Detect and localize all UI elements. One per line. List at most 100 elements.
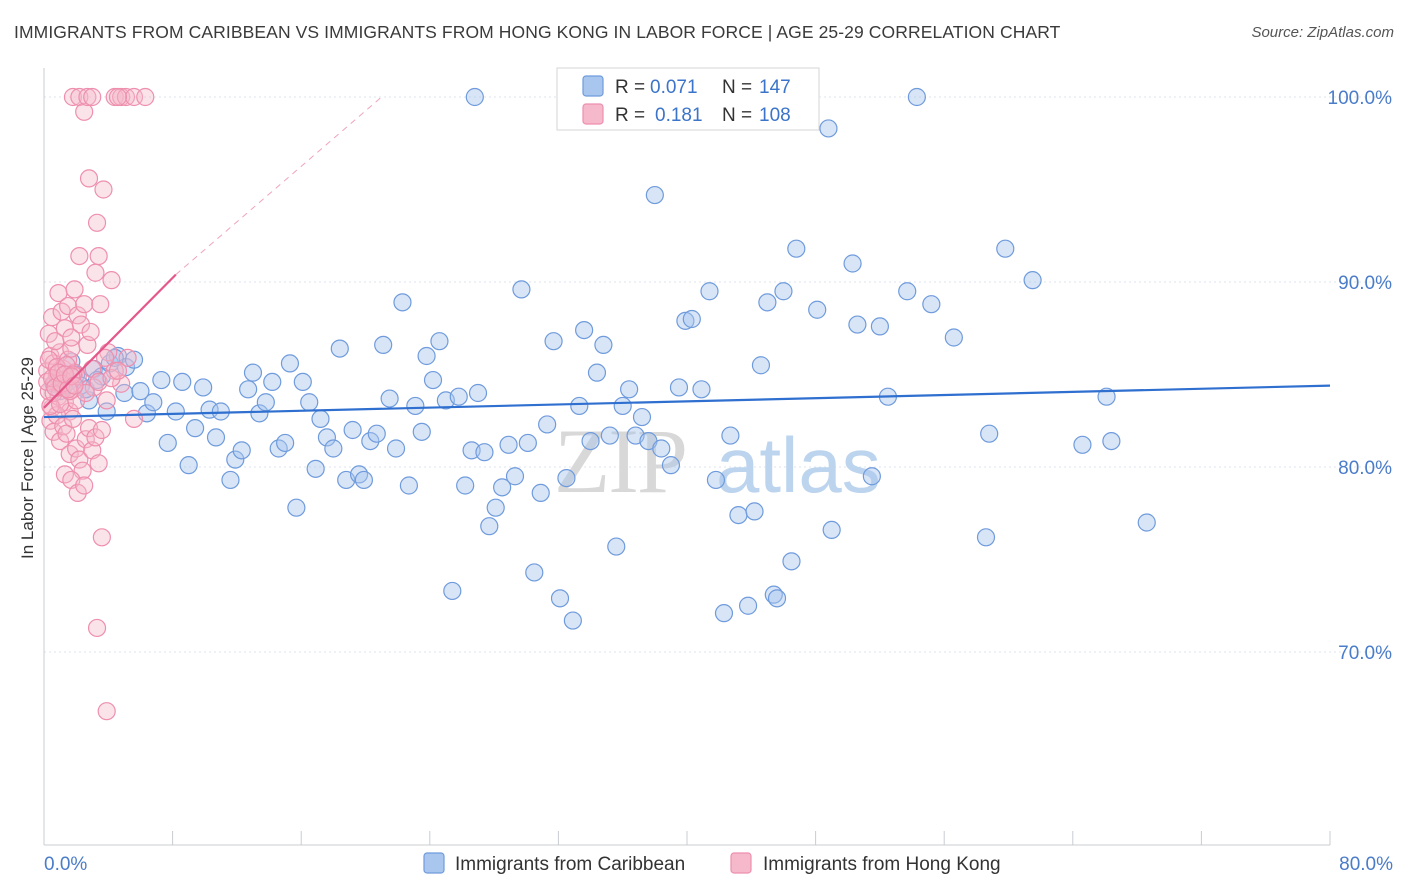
y-tick-label-80: 80.0% <box>1338 458 1392 479</box>
bottom-legend-label-hongkong: Immigrants from Hong Kong <box>763 854 1001 875</box>
bottom-legend-swatch-blue <box>423 852 445 874</box>
point-caribbean <box>486 498 505 517</box>
point-caribbean <box>976 528 996 547</box>
point-caribbean <box>449 387 468 406</box>
stats-r-label-2: R = <box>615 105 645 126</box>
point-caribbean <box>173 372 192 391</box>
point-hongkong <box>78 87 97 107</box>
point-hongkong <box>75 295 94 314</box>
point-caribbean <box>758 293 777 312</box>
point-hongkong <box>87 213 107 232</box>
point-hongkong <box>89 247 108 266</box>
point-caribbean <box>221 470 240 490</box>
point-caribbean <box>575 321 594 340</box>
point-caribbean <box>456 476 475 495</box>
point-caribbean <box>152 370 171 390</box>
point-caribbean <box>423 370 443 390</box>
point-caribbean <box>374 335 393 354</box>
point-caribbean <box>538 415 557 434</box>
point-hongkong <box>70 247 89 266</box>
point-caribbean <box>692 380 711 399</box>
point-hongkong <box>70 450 89 469</box>
series-caribbean-points <box>44 87 1156 630</box>
stats-legend: R = 0.071 N = 147 R = 0.181 N = 108 <box>556 67 820 131</box>
point-caribbean <box>587 363 607 382</box>
chart-title: IMMIGRANTS FROM CARIBBEAN VS IMMIGRANTS … <box>14 22 1061 42</box>
point-caribbean <box>386 439 406 458</box>
axes <box>43 68 1331 846</box>
point-caribbean <box>782 552 801 571</box>
point-caribbean <box>232 441 251 460</box>
stats-legend-swatch-pink <box>582 103 604 125</box>
point-caribbean <box>499 435 518 454</box>
point-caribbean <box>907 87 926 107</box>
point-caribbean <box>819 119 838 138</box>
point-caribbean <box>256 393 275 412</box>
chart-source: Source: ZipAtlas.com <box>1251 24 1394 41</box>
point-caribbean <box>525 563 544 582</box>
point-caribbean <box>468 383 488 403</box>
point-caribbean <box>645 185 664 205</box>
point-caribbean <box>870 317 890 336</box>
point-hongkong <box>108 87 128 107</box>
point-caribbean <box>843 254 862 273</box>
point-caribbean <box>226 450 245 469</box>
point-caribbean <box>544 332 563 351</box>
stats-legend-swatch-blue <box>582 75 604 97</box>
point-caribbean <box>594 335 613 354</box>
bottom-legend-label-caribbean: Immigrants from Caribbean <box>455 854 685 875</box>
point-hongkong <box>124 409 144 428</box>
point-caribbean <box>300 393 319 412</box>
y-tick-label-90: 90.0% <box>1338 273 1392 294</box>
point-caribbean <box>706 470 726 490</box>
point-caribbean <box>557 469 576 488</box>
point-caribbean <box>652 439 671 458</box>
point-caribbean <box>144 393 163 412</box>
point-caribbean <box>412 422 431 441</box>
watermark-atlas: atlas <box>716 421 881 509</box>
point-caribbean <box>131 382 150 401</box>
point-hongkong <box>67 439 86 458</box>
point-hongkong <box>59 296 78 316</box>
point-caribbean <box>380 389 399 408</box>
point-caribbean <box>550 589 570 608</box>
point-hongkong <box>81 322 100 342</box>
point-hongkong <box>83 87 102 107</box>
stats-n-label-2: N = <box>722 105 752 126</box>
point-caribbean <box>263 372 282 391</box>
point-caribbean <box>243 363 263 382</box>
point-hongkong <box>86 263 105 282</box>
point-hongkong <box>97 702 116 721</box>
point-caribbean <box>361 432 380 451</box>
point-hongkong <box>92 420 111 440</box>
point-hongkong <box>95 348 115 367</box>
watermark-zip: ZIP <box>554 410 686 512</box>
stats-n-value-1: 147 <box>759 77 791 98</box>
point-caribbean <box>287 498 306 517</box>
point-caribbean <box>250 404 269 423</box>
point-caribbean <box>330 339 349 358</box>
point-caribbean <box>669 378 689 397</box>
point-hongkong <box>50 432 70 451</box>
point-hongkong <box>50 395 70 414</box>
point-caribbean <box>620 380 639 399</box>
point-hongkong <box>118 348 137 367</box>
point-caribbean <box>280 354 300 373</box>
series-hongkong-points <box>38 87 155 721</box>
point-caribbean <box>166 402 185 421</box>
trend-line-hongkong <box>43 273 177 409</box>
point-hongkong <box>79 169 99 188</box>
point-caribbean <box>1137 513 1156 532</box>
watermark: ZIP atlas <box>554 410 881 512</box>
point-caribbean <box>745 502 764 521</box>
point-hongkong <box>108 361 128 380</box>
x-tick-label-min: 0.0% <box>44 854 87 875</box>
point-caribbean <box>600 426 619 445</box>
point-hongkong <box>87 618 107 638</box>
point-hongkong <box>97 391 116 410</box>
point-hongkong <box>102 369 121 388</box>
point-caribbean <box>367 424 386 443</box>
point-caribbean <box>563 611 582 630</box>
point-caribbean <box>581 432 600 451</box>
